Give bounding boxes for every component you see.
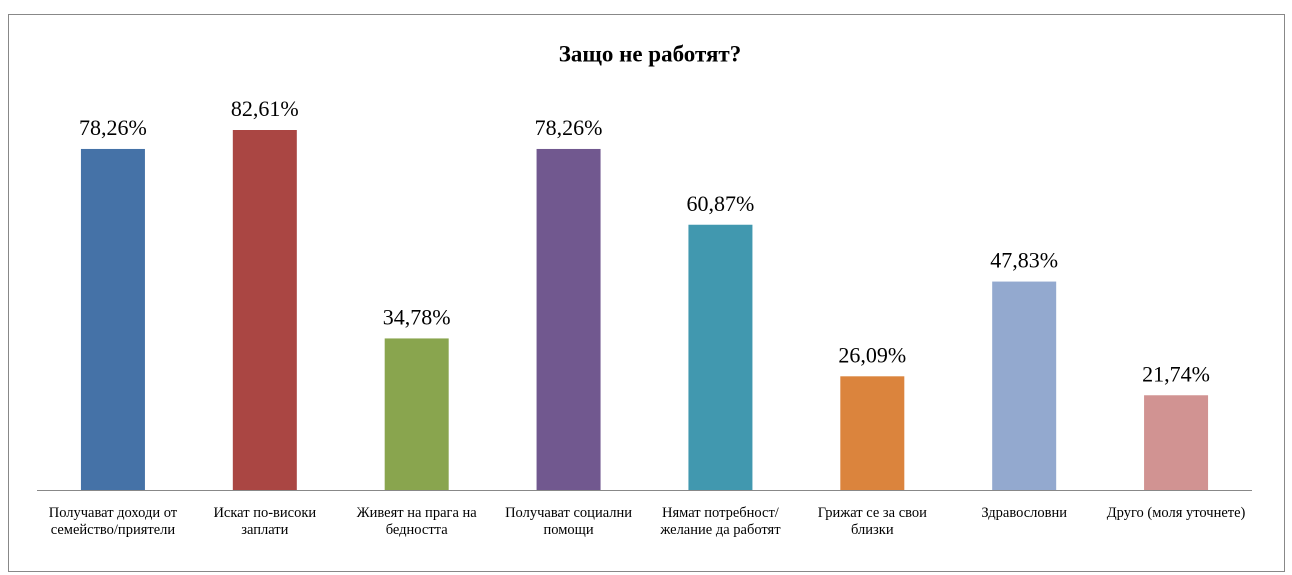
data-label: 60,87%	[687, 191, 755, 216]
bar	[80, 148, 145, 490]
chart-frame	[8, 14, 1285, 572]
data-label: 26,09%	[838, 342, 906, 367]
data-label: 78,26%	[79, 115, 147, 140]
x-tick-label: Нямат потребност/желание да работят	[660, 505, 781, 538]
x-tick-label: Друго (моля уточнете)	[1106, 505, 1246, 521]
bar	[992, 281, 1057, 490]
x-tick-label: Искат по-високи заплати	[213, 505, 317, 538]
x-tick-label: Здравословни	[981, 505, 1067, 521]
data-label: 78,26%	[535, 115, 603, 140]
bar	[232, 130, 297, 490]
x-tick-label: Живеят на прага на бедността	[356, 505, 477, 538]
bar	[688, 224, 753, 490]
x-tick-label: Получават социални помощи	[505, 505, 633, 538]
data-label: 47,83%	[990, 248, 1058, 273]
x-tick-label: Получават доходи от семейство/приятели	[48, 505, 178, 538]
chart-title: Защо не работят?	[559, 41, 741, 66]
bar	[840, 376, 905, 490]
data-label: 34,78%	[383, 304, 451, 329]
bar	[1144, 395, 1209, 490]
x-tick-label: Грижат се за свои близки	[817, 505, 927, 538]
bar	[384, 338, 449, 490]
data-label: 82,61%	[231, 96, 299, 121]
data-label: 21,74%	[1142, 361, 1210, 386]
bar	[536, 148, 601, 490]
